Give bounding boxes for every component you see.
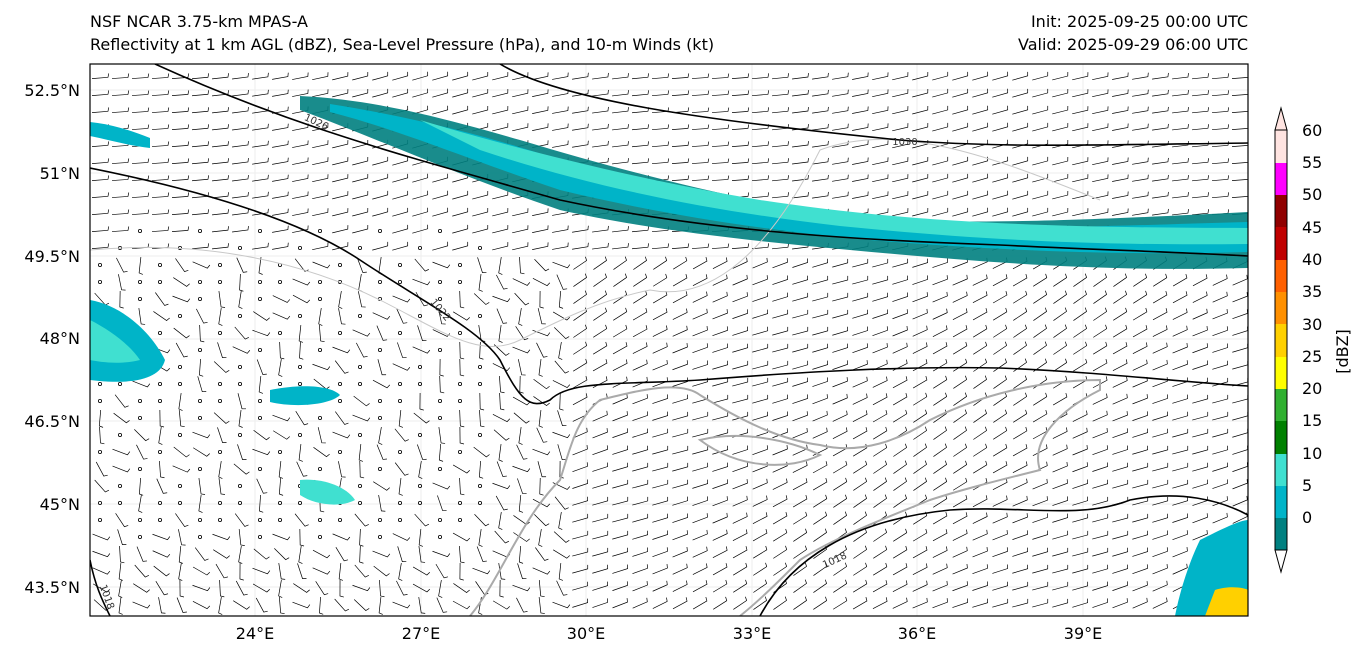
colorbar-segment [1275,324,1287,357]
colorbar-segment [1275,130,1287,163]
title-init: Init: 2025-09-25 00:00 UTC [1030,12,1248,31]
isobar-1030 [499,64,1248,147]
colorbar-max-extend [1274,106,1288,131]
title-fields: Reflectivity at 1 km AGL (dBZ), Sea-Leve… [90,35,715,54]
colorbar-segment [1275,195,1287,227]
colorbar [1274,106,1288,574]
title-model: NSF NCAR 3.75-km MPAS-A [90,12,308,31]
isobar-1026 [154,64,1248,257]
colorbar-tick-label: 20 [1302,379,1323,398]
colorbar-segment [1275,389,1287,421]
lat-label: 45°N [39,495,80,514]
colorbar-tick-label: 45 [1302,218,1323,237]
colorbar-segment [1275,260,1287,292]
colorbar-unit-label: [dBZ] [1332,329,1352,374]
colorbar-segment [1275,357,1287,389]
colorbar-segment [1275,421,1287,454]
colorbar-tick-label: 30 [1302,315,1323,334]
colorbar-tick-label: 15 [1302,411,1323,430]
colorbar-segment [1275,454,1287,486]
isobar-1022 [90,167,1248,405]
lat-label: 49.5°N [24,247,80,266]
colorbar-tick-label: 10 [1302,444,1323,463]
title-valid: Valid: 2025-09-29 06:00 UTC [1017,35,1248,54]
lat-label: 51°N [39,164,80,183]
lat-label: 48°N [39,329,80,348]
colorbar-tick-label: 0 [1302,508,1313,527]
colorbar-segment [1275,292,1287,324]
colorbar-tick-label: 50 [1302,185,1323,204]
lon-label: 39°E [1063,624,1103,643]
lat-label: 46.5°N [24,412,80,431]
isobar-1018-east [759,495,1248,616]
lon-label: 33°E [732,624,772,643]
map-frame [89,63,1249,617]
lon-label: 27°E [401,624,441,643]
coastline [469,378,1101,616]
lat-label: 43.5°N [24,578,80,597]
lon-label: 36°E [897,624,937,643]
isobar-label: 1030 [892,137,917,148]
lon-label: 24°E [235,624,275,643]
lat-label: 52.5°N [24,81,80,100]
colorbar-segment [1275,486,1287,518]
map-background [90,64,1248,616]
crimea-coastline [697,435,823,466]
colorbar-segment [1275,163,1287,195]
colorbar-tick-label: 35 [1302,282,1323,301]
colorbar-tick-label: 5 [1302,476,1313,495]
colorbar-segment [1275,518,1287,550]
colorbar-tick-label: 40 [1302,250,1323,269]
colorbar-min-extend [1274,549,1288,574]
reflectivity-band-north [90,96,1248,269]
colorbar-tick-label: 55 [1302,153,1323,172]
colorbar-tick-label: 25 [1302,347,1323,366]
colorbar-segment [1275,227,1287,260]
isobar-1018-west [90,559,111,616]
colorbar-tick-label: 60 [1302,121,1323,140]
graticule [90,64,1248,616]
reflectivity-west-cells [90,300,1248,616]
lon-label: 30°E [566,624,606,643]
country-border [90,139,1101,347]
